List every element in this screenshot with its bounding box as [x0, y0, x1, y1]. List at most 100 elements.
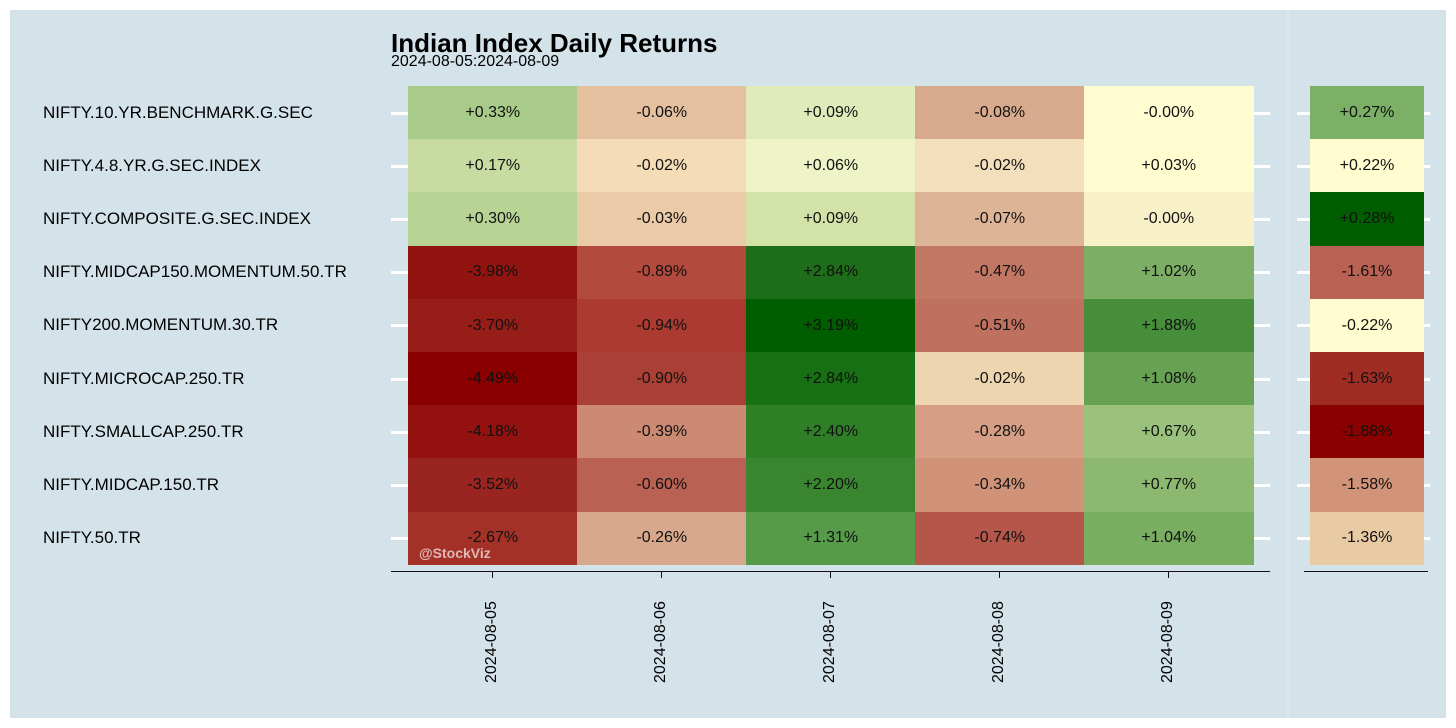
x-tick-label: 2024-08-09: [1158, 600, 1176, 683]
heatmap-cell: +1.04%: [1084, 511, 1254, 566]
summary-cell: -1.88%: [1310, 405, 1424, 459]
y-tick-mark: [1424, 484, 1430, 487]
row-label: NIFTY200.MOMENTUM.30.TR: [43, 315, 279, 335]
x-tick-mark: [492, 571, 493, 578]
summary-cell: -1.58%: [1310, 458, 1424, 513]
summary-axis-line: [1304, 570, 1428, 573]
x-tick-mark: [999, 571, 1000, 578]
heatmap-cell: +0.33%: [408, 86, 578, 140]
row-label: NIFTY.MICROCAP.250.TR: [43, 368, 245, 388]
heatmap-cell: +2.20%: [746, 458, 916, 513]
y-tick-mark: [1424, 218, 1430, 221]
watermark: @StockViz: [419, 545, 491, 561]
heatmap-cell: +2.84%: [746, 245, 916, 300]
heatmap-cell: +0.17%: [408, 139, 578, 193]
y-tick-mark: [1297, 430, 1310, 434]
heatmap-cell: -0.89%: [577, 245, 747, 300]
row-label: NIFTY.MIDCAP.150.TR: [43, 475, 220, 494]
heatmap-cell: -0.00%: [1084, 192, 1254, 247]
y-tick-mark: [1424, 164, 1430, 168]
y-tick-mark: [1253, 377, 1270, 381]
summary-cell: -1.63%: [1310, 352, 1424, 406]
panel-divider: [1287, 10, 1289, 718]
heatmap-cell: +1.02%: [1084, 245, 1254, 300]
x-axis-line: [391, 570, 1270, 573]
y-tick-mark: [1253, 164, 1270, 168]
heatmap-cell: -0.02%: [577, 139, 747, 193]
heatmap-cell: +1.88%: [1084, 298, 1254, 353]
heatmap-cell: -0.07%: [915, 192, 1085, 247]
row-label: NIFTY.SMALLCAP.250.TR: [43, 421, 244, 441]
heatmap-cell: +0.30%: [408, 192, 578, 247]
y-tick-mark: [1253, 271, 1270, 275]
y-tick-mark: [1297, 271, 1310, 275]
row-label: NIFTY.4.8.YR.G.SEC.INDEX: [43, 155, 261, 175]
y-tick-mark: [1424, 430, 1430, 434]
summary-cell: +0.28%: [1310, 192, 1424, 247]
heatmap-cell: +0.09%: [746, 86, 916, 140]
heatmap-cell: +2.84%: [746, 352, 916, 406]
y-tick-mark: [1253, 218, 1270, 221]
chart-title: Indian Index Daily Returns: [391, 28, 718, 58]
y-tick-mark: [391, 377, 408, 381]
heatmap-cell: +2.40%: [746, 405, 916, 459]
y-tick-mark: [1253, 111, 1270, 115]
heatmap-cell: -2.67%: [408, 511, 578, 566]
heatmap-cell: -0.00%: [1084, 86, 1254, 140]
x-tick-label: 2024-08-06: [651, 600, 669, 683]
heatmap-cell: +0.06%: [746, 139, 916, 193]
y-tick-mark: [391, 111, 408, 115]
heatmap-cell: -0.06%: [577, 86, 747, 140]
row-label: NIFTY.50.TR: [43, 528, 141, 548]
summary-cell: +0.22%: [1310, 139, 1424, 193]
heatmap-cell: +0.77%: [1084, 458, 1254, 513]
y-tick-mark: [391, 430, 408, 434]
heatmap-cell: -0.51%: [915, 298, 1085, 353]
heatmap-cell: +1.08%: [1084, 352, 1254, 406]
y-tick-mark: [391, 537, 408, 541]
x-tick-mark: [1168, 571, 1169, 578]
heatmap-cell: -0.03%: [577, 192, 747, 247]
summary-cell: -1.61%: [1310, 245, 1424, 300]
heatmap-cell: -0.94%: [577, 298, 747, 353]
y-tick-mark: [1253, 430, 1270, 434]
x-tick-mark: [830, 571, 831, 578]
heatmap-cell: +3.19%: [746, 298, 916, 353]
y-tick-mark: [1253, 537, 1270, 541]
heatmap-cell: -3.98%: [408, 245, 578, 300]
heatmap-cell: +0.67%: [1084, 405, 1254, 459]
heatmap-cell: +1.31%: [746, 511, 916, 566]
y-tick-mark: [391, 324, 408, 328]
y-tick-mark: [1424, 271, 1430, 275]
y-tick-mark: [1424, 537, 1430, 541]
heatmap-cell: -0.08%: [915, 86, 1085, 140]
x-tick-label: 2024-08-05: [482, 600, 500, 683]
heatmap-cell: -0.28%: [915, 405, 1085, 459]
y-tick-mark: [1424, 324, 1430, 328]
summary-cell: -0.22%: [1310, 298, 1424, 353]
heatmap-cell: -4.49%: [408, 352, 578, 406]
heatmap-cell: -3.52%: [408, 458, 578, 513]
heatmap-cell: -0.02%: [915, 139, 1085, 193]
y-tick-mark: [1297, 484, 1310, 487]
y-tick-mark: [1424, 111, 1430, 115]
y-tick-mark: [1253, 324, 1270, 328]
heatmap-cell: -0.34%: [915, 458, 1085, 513]
row-label: NIFTY.MIDCAP150.MOMENTUM.50.TR: [43, 262, 347, 282]
x-tick-label: 2024-08-07: [820, 600, 838, 683]
chart-subtitle: 2024-08-05:2024-08-09: [391, 53, 560, 70]
x-tick-label: 2024-08-08: [989, 600, 1007, 683]
y-tick-mark: [1297, 218, 1310, 221]
heatmap-cell: +0.09%: [746, 192, 916, 247]
heatmap-cell: -0.02%: [915, 352, 1085, 406]
heatmap-cell: -3.70%: [408, 298, 578, 353]
x-tick-mark: [661, 571, 662, 578]
y-tick-mark: [1297, 377, 1310, 381]
row-label: NIFTY.COMPOSITE.G.SEC.INDEX: [43, 209, 311, 228]
heatmap-cell: -4.18%: [408, 405, 578, 459]
heatmap-cell: +0.03%: [1084, 139, 1254, 193]
row-label: NIFTY.10.YR.BENCHMARK.G.SEC: [43, 102, 313, 122]
y-tick-mark: [1297, 111, 1310, 115]
y-tick-mark: [391, 271, 408, 275]
